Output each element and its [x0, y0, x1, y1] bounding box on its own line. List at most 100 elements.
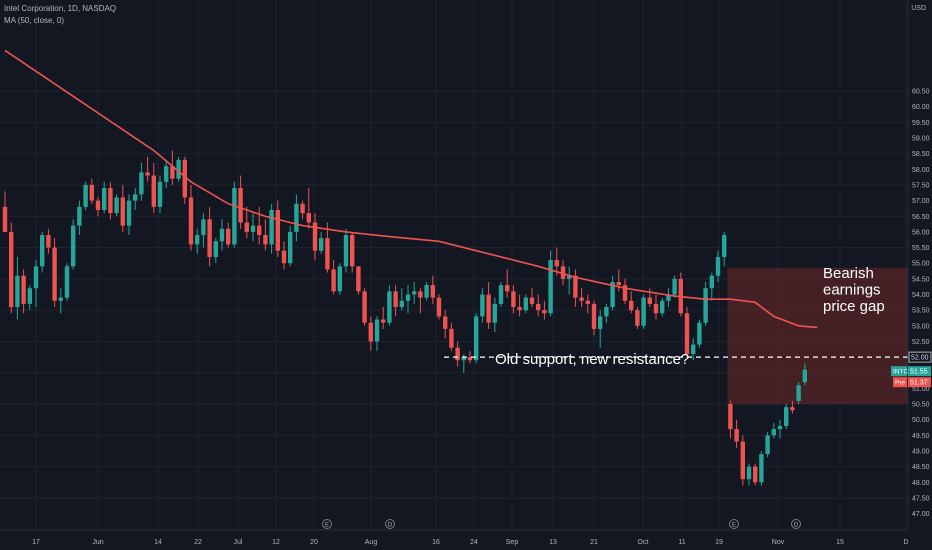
candle-body — [474, 316, 479, 361]
time-tick-label: Sep — [506, 539, 519, 546]
candle — [319, 231, 324, 254]
price-tick-label: 58.50 — [912, 151, 930, 158]
candle — [753, 463, 758, 486]
gap-annotation-label: earnings — [823, 282, 881, 299]
candle-body — [523, 297, 528, 311]
last-symbol-tag — [891, 366, 907, 377]
indicator-legend: MA (50, close, 0) — [4, 16, 65, 25]
candle — [666, 288, 671, 308]
candle-body — [653, 303, 659, 314]
candle — [195, 228, 200, 254]
candle — [9, 222, 14, 314]
candle-body — [647, 297, 652, 304]
candle-body — [170, 166, 175, 179]
price-tick-label: 59.50 — [912, 120, 930, 127]
time-tick-label: Aug — [365, 539, 378, 546]
candle-body — [498, 285, 504, 304]
candle-body — [213, 241, 218, 257]
candle-body — [331, 269, 336, 292]
candle-body — [467, 357, 473, 361]
candle — [219, 219, 225, 251]
candle — [399, 288, 404, 311]
candle-body — [356, 266, 361, 292]
candle-body — [604, 307, 609, 317]
candle-body — [430, 285, 435, 298]
candle-body — [505, 285, 510, 292]
candle-body — [610, 281, 615, 308]
event-marker-letter: D — [388, 523, 393, 529]
candle — [796, 382, 801, 405]
candle — [418, 288, 423, 314]
last-price-value: 51.55 — [910, 369, 928, 376]
candle-body — [399, 300, 404, 308]
candle-body — [21, 275, 26, 304]
last-price-tag — [908, 366, 931, 377]
candle-body — [337, 266, 342, 292]
candle-body — [58, 297, 63, 301]
candle — [257, 206, 262, 245]
candle — [523, 294, 528, 314]
candle-body — [443, 316, 448, 329]
candle — [306, 188, 311, 229]
candle — [40, 231, 45, 273]
gap-annotation-label: Bearish — [823, 265, 874, 282]
candle-body — [219, 228, 225, 242]
candle-body — [759, 454, 764, 483]
candle-body — [412, 291, 417, 295]
candle — [312, 213, 318, 261]
candle — [622, 278, 628, 304]
candle-body — [164, 166, 169, 182]
candle — [157, 175, 163, 214]
candle — [362, 288, 367, 326]
candle-body — [684, 313, 690, 354]
candle-body — [362, 291, 367, 323]
event-marker: D — [791, 519, 801, 529]
price-tick-label: 47.00 — [912, 511, 930, 518]
event-marker-letter: E — [325, 523, 329, 529]
candle — [350, 231, 355, 273]
candle — [238, 175, 243, 229]
price-tick-label: 56.00 — [912, 229, 930, 236]
candle-body — [579, 297, 584, 301]
candle — [46, 228, 51, 254]
candle-body — [492, 303, 497, 323]
candle-body — [393, 291, 398, 308]
candle — [740, 435, 745, 486]
candle — [641, 294, 646, 329]
candle-body — [294, 203, 299, 232]
candle-body — [691, 344, 696, 354]
candle — [715, 250, 721, 282]
time-tick-label: 13 — [549, 539, 557, 546]
candle — [300, 200, 305, 220]
candle — [15, 256, 20, 320]
time-tick-label: Oct — [638, 539, 649, 546]
price-tick-label: 49.50 — [912, 433, 930, 440]
candle — [288, 225, 293, 267]
moving-average-line — [4, 49, 818, 329]
time-tick-label: 20 — [310, 539, 318, 546]
price-tick-label: 60.00 — [912, 104, 930, 111]
candle-body — [449, 328, 454, 348]
price-tick-label: 56.50 — [912, 214, 930, 221]
candle-body — [126, 200, 132, 226]
candle-body — [95, 200, 101, 210]
candle-body — [480, 294, 485, 317]
candle-body — [33, 266, 39, 289]
candle — [591, 300, 597, 336]
candle-body — [83, 184, 88, 207]
candle — [226, 222, 231, 248]
candle-body — [368, 322, 373, 342]
candle — [728, 400, 733, 439]
candle — [343, 228, 349, 273]
candle — [337, 263, 342, 295]
candle-body — [238, 188, 243, 223]
candle-body — [350, 235, 355, 267]
price-tick-label: 57.00 — [912, 198, 930, 205]
candle — [573, 269, 578, 308]
candle-body — [133, 194, 138, 201]
candle — [368, 316, 373, 351]
price-tick-label: 48.50 — [912, 464, 930, 471]
candle-body — [560, 266, 566, 279]
candle — [616, 269, 621, 292]
